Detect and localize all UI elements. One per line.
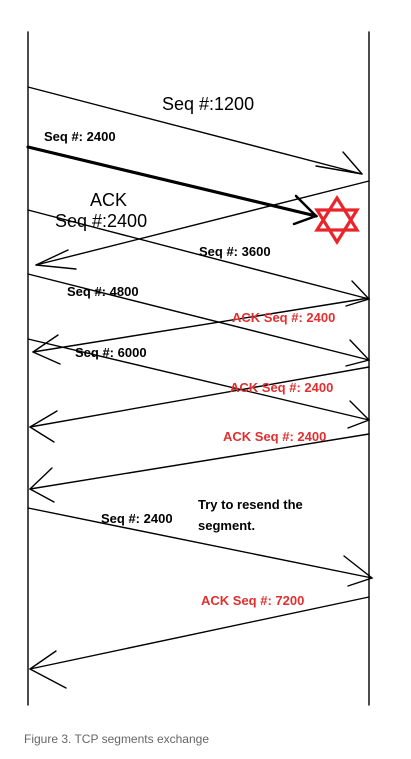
note-resend-line1: Try to resend the (198, 497, 303, 512)
message-ack-7200-arrow (29, 596, 370, 689)
label-ack-line2: Seq #:2400 (55, 211, 147, 231)
message-seq-2400-lost-arrow (26, 145, 319, 226)
label-seq-2400: Seq #: 2400 (44, 129, 116, 144)
message-seq-6000-arrow (27, 338, 371, 429)
label-ack-seq-2400-c: ACK Seq #: 2400 (223, 429, 326, 444)
label-ack-seq-2400-a: ACK Seq #: 2400 (232, 310, 335, 325)
label-seq-6000: Seq #: 6000 (75, 345, 147, 360)
star-of-david-icon (314, 194, 360, 246)
figure-caption: Figure 3. TCP segments exchange (24, 732, 209, 746)
message-ack-2400-third-arrow (29, 366, 370, 443)
label-seq-3600: Seq #: 3600 (199, 244, 271, 259)
note-resend-line2: segment. (198, 518, 255, 533)
label-seq-4800: Seq #: 4800 (67, 284, 139, 299)
message-seq-3600-arrow (27, 209, 371, 307)
message-seq-1200-arrow (27, 86, 363, 175)
label-seq-1200: Seq #:1200 (162, 94, 254, 114)
message-seq-4800-arrow (27, 273, 371, 367)
message-ack-2400-arrow (35, 180, 370, 270)
message-ack-2400-fourth-arrow (29, 433, 370, 503)
label-seq-2400-resend: Seq #: 2400 (101, 511, 173, 526)
message-seq-2400-resend-arrow (27, 507, 374, 587)
label-ack-seq-7200: ACK Seq #: 7200 (201, 593, 304, 608)
label-ack-seq-2400-b: ACK Seq #: 2400 (230, 380, 333, 395)
label-ack-line1: ACK (90, 190, 127, 210)
